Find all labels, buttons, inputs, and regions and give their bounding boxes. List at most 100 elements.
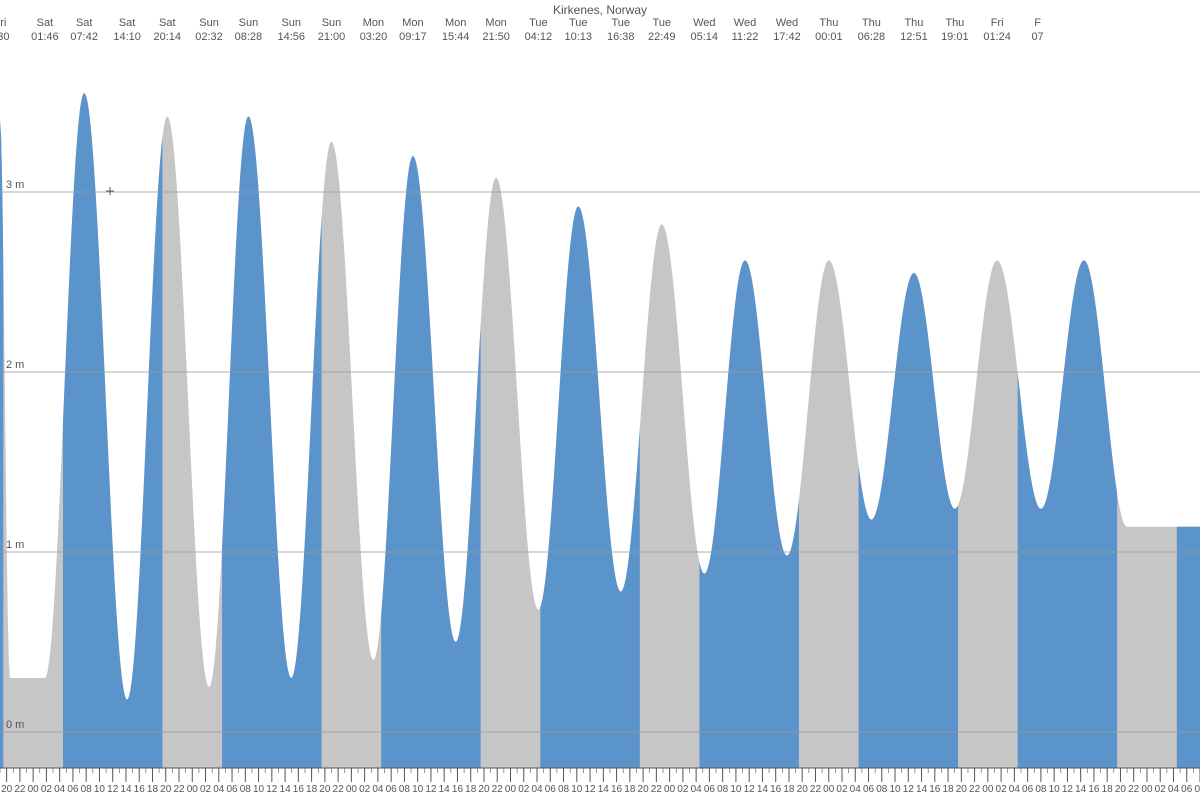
extrema-time-label: 14:56 (277, 31, 305, 43)
extrema-time-label: 16:38 (607, 31, 635, 43)
x-tick-label: 14 (757, 784, 769, 795)
x-tick-label: 22 (173, 784, 185, 795)
x-tick-label: 16 (611, 784, 623, 795)
y-tick-label: 1 m (6, 539, 24, 551)
x-tick-label: 10 (1049, 784, 1061, 795)
x-tick-label: 12 (903, 784, 915, 795)
extrema-day-label: Thu (904, 17, 923, 29)
x-tick-label: 10 (571, 784, 583, 795)
x-tick-label: 06 (1181, 784, 1193, 795)
extrema-day-label: Sun (281, 17, 301, 29)
chart-svg: 0 m1 m2 m3 mKirkenes, Norwayri30Sat01:46… (0, 0, 1200, 800)
extrema-time-label: 21:00 (318, 31, 346, 43)
extrema-time-label: 30 (0, 31, 9, 43)
x-tick-label: 06 (545, 784, 557, 795)
x-tick-label: 22 (492, 784, 504, 795)
extrema-time-label: 01:46 (31, 31, 59, 43)
x-tick-label: 16 (1088, 784, 1100, 795)
x-tick-label: 04 (54, 784, 66, 795)
x-tick-label: 00 (664, 784, 676, 795)
x-tick-label: 08 (717, 784, 729, 795)
x-tick-label: 12 (107, 784, 119, 795)
y-tick-label: 2 m (6, 359, 24, 371)
extrema-day-label: Mon (402, 17, 423, 29)
x-tick-label: 12 (744, 784, 756, 795)
extrema-time-label: 11:22 (732, 31, 759, 43)
x-tick-label: 14 (916, 784, 928, 795)
extrema-time-label: 17:42 (773, 31, 801, 43)
extrema-day-label: Wed (734, 17, 756, 29)
extrema-day-label: Sat (159, 17, 176, 29)
extrema-time-label: 03:20 (360, 31, 388, 43)
x-tick-label: 06 (386, 784, 398, 795)
extrema-day-label: Mon (363, 17, 384, 29)
x-tick-label: 00 (823, 784, 835, 795)
x-tick-label: 08 (399, 784, 411, 795)
x-tick-label: 16 (134, 784, 146, 795)
x-tick-label: 02 (1155, 784, 1167, 795)
extrema-day-label: Tue (653, 17, 672, 29)
extrema-day-label: Thu (862, 17, 881, 29)
x-tick-label: 12 (425, 784, 437, 795)
extrema-time-label: 07 (1031, 31, 1043, 43)
x-tick-label: 02 (677, 784, 689, 795)
x-tick-label: 04 (1168, 784, 1180, 795)
x-tick-label: 22 (333, 784, 345, 795)
x-tick-label: 18 (943, 784, 955, 795)
x-tick-label: 20 (797, 784, 809, 795)
x-tick-label: 18 (465, 784, 477, 795)
x-tick-label: 06 (67, 784, 79, 795)
x-tick-label: 22 (14, 784, 26, 795)
extrema-time-label: 05:14 (691, 31, 719, 43)
x-tick-label: 12 (584, 784, 596, 795)
x-tick-label: 02 (200, 784, 212, 795)
extrema-day-label: Thu (945, 17, 964, 29)
extrema-time-label: 21:50 (482, 31, 510, 43)
x-tick-label: 04 (850, 784, 862, 795)
x-tick-label: 20 (956, 784, 968, 795)
extrema-time-label: 19:01 (941, 31, 969, 43)
x-tick-label: 20 (1, 784, 13, 795)
x-tick-label: 04 (372, 784, 384, 795)
extrema-time-label: 22:49 (648, 31, 676, 43)
extrema-day-label: Mon (485, 17, 506, 29)
extrema-time-label: 07:42 (70, 31, 98, 43)
extrema-day-label: Sun (199, 17, 219, 29)
extrema-day-label: Sun (322, 17, 342, 29)
extrema-day-label: Sat (37, 17, 54, 29)
x-tick-label: 00 (346, 784, 358, 795)
x-tick-label: 14 (120, 784, 132, 795)
extrema-time-label: 09:17 (399, 31, 427, 43)
extrema-day-label: Tue (611, 17, 630, 29)
x-tick-label: 02 (836, 784, 848, 795)
x-tick-label: 18 (1102, 784, 1114, 795)
extrema-day-label: Wed (776, 17, 798, 29)
x-tick-label: 22 (651, 784, 663, 795)
x-tick-label: 06 (863, 784, 875, 795)
extrema-time-label: 04:12 (525, 31, 553, 43)
x-tick-label: 16 (929, 784, 941, 795)
extrema-time-label: 10:13 (564, 31, 592, 43)
x-tick-label: 06 (704, 784, 716, 795)
chart-title: Kirkenes, Norway (553, 3, 647, 17)
extrema-time-label: 00:01 (815, 31, 843, 43)
x-tick-label: 16 (293, 784, 305, 795)
x-tick-label: 20 (478, 784, 490, 795)
x-tick-label: 16 (452, 784, 464, 795)
extrema-time-label: 20:14 (154, 31, 182, 43)
x-tick-label: 08 (81, 784, 93, 795)
extrema-time-label: 08:28 (235, 31, 263, 43)
x-tick-label: 06 (1022, 784, 1034, 795)
extrema-time-label: 06:28 (858, 31, 886, 43)
x-tick-label: 02 (359, 784, 371, 795)
extrema-day-label: Sat (119, 17, 136, 29)
x-tick-label: 20 (1115, 784, 1127, 795)
y-tick-label: 3 m (6, 179, 24, 191)
x-tick-label: 12 (266, 784, 278, 795)
x-tick-label: 04 (691, 784, 703, 795)
x-tick-label: 22 (1128, 784, 1140, 795)
x-tick-label: 00 (28, 784, 40, 795)
x-tick-label: 10 (730, 784, 742, 795)
x-tick-label: 00 (505, 784, 517, 795)
x-tick-label: 22 (969, 784, 981, 795)
